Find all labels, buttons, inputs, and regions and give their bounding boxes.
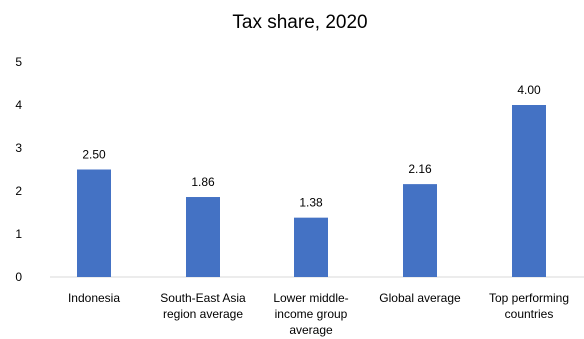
y-tick-label: 2 <box>15 184 22 198</box>
bars-group <box>77 105 546 277</box>
chart-title: Tax share, 2020 <box>232 12 367 33</box>
y-tick-label: 3 <box>15 141 22 155</box>
x-category-label: Lower middle-income group average <box>273 291 348 337</box>
bar-value-label: 1.38 <box>299 196 323 210</box>
bar-value-label: 2.16 <box>408 162 432 176</box>
x-category-label-line: region average <box>163 307 243 321</box>
y-tick-label: 1 <box>15 227 22 241</box>
bar <box>186 197 220 277</box>
x-category-label-line: average <box>289 323 333 337</box>
y-axis-ticks: 0 1 2 3 4 5 <box>15 55 22 284</box>
bar <box>77 169 111 277</box>
x-category-label-line: Lower middle- <box>273 291 348 305</box>
value-labels-group: 2.50 1.86 1.38 2.16 4.00 <box>82 83 541 210</box>
x-category-label: Global average <box>379 291 461 305</box>
bar <box>512 105 546 277</box>
x-category-label: Top performing countries <box>489 291 569 321</box>
x-category-label-line: countries <box>505 307 554 321</box>
x-category-label: South-East Asia region average <box>160 291 246 321</box>
bar-value-label: 4.00 <box>517 83 541 97</box>
x-category-label-line: Top performing <box>489 291 569 305</box>
x-category-label-line: Global average <box>379 291 461 305</box>
category-labels-group: Indonesia South-East Asia region average Lo… <box>68 291 569 337</box>
y-tick-label: 5 <box>15 55 22 69</box>
bar-value-label: 1.86 <box>191 175 215 189</box>
bar-value-label: 2.50 <box>82 148 106 162</box>
y-tick-label: 0 <box>15 270 22 284</box>
bar <box>403 184 437 277</box>
x-category-label: Indonesia <box>68 291 120 305</box>
y-tick-label: 4 <box>15 98 22 112</box>
x-category-label-line: income group <box>275 307 348 321</box>
x-category-label-line: South-East Asia <box>160 291 246 305</box>
bar <box>294 217 328 277</box>
x-category-label-line: Indonesia <box>68 291 120 305</box>
